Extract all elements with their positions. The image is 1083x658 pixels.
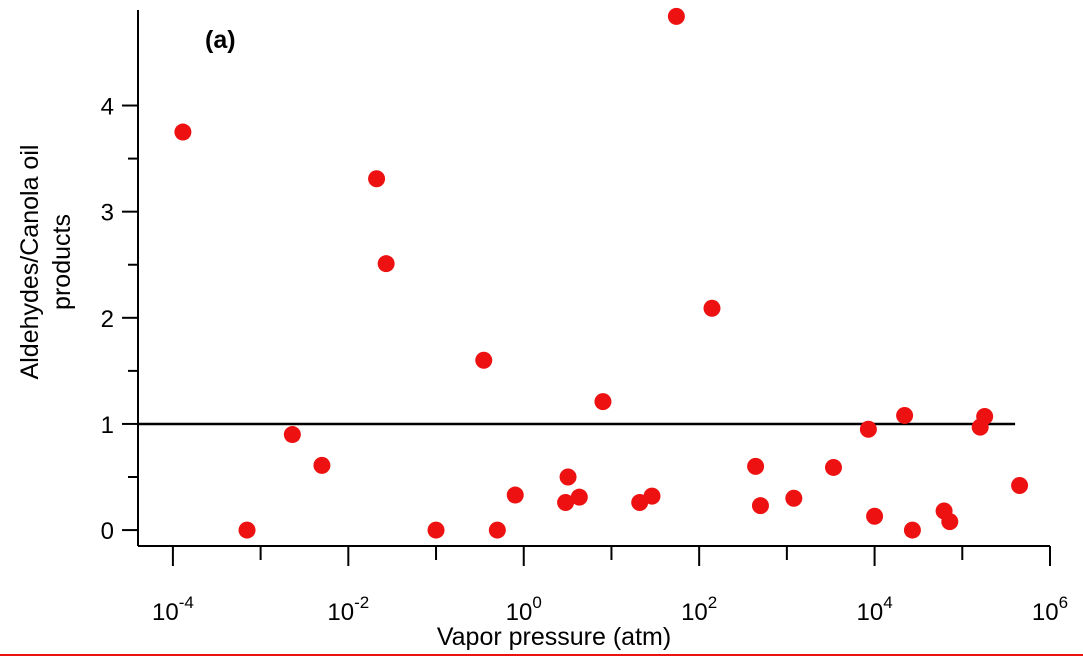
x-tick-label-base: 10 [152, 599, 179, 626]
y-tick-label: 1 [101, 412, 114, 439]
x-tick-label-exponent: 6 [1059, 593, 1068, 612]
y-axis-label-line-1: Aldehydes/Canola oil [16, 145, 44, 380]
y-tick-label: 4 [101, 94, 114, 121]
data-point [866, 507, 884, 525]
x-tick-label: 10-4 [152, 593, 194, 626]
data-point [976, 408, 994, 426]
data-point [643, 487, 661, 505]
data-point [238, 521, 256, 539]
x-tick-label-exponent: -4 [179, 593, 194, 612]
data-point [174, 123, 192, 141]
x-tick-label-base: 10 [506, 599, 533, 626]
data-point [559, 468, 577, 486]
data-point [368, 170, 386, 188]
x-tick-label-exponent: 0 [532, 593, 541, 612]
data-point [557, 493, 575, 511]
x-tick-label: 106 [1032, 593, 1068, 626]
y-axis-label: Aldehydes/Canola oil products [16, 145, 76, 380]
x-tick-label-base: 10 [856, 599, 883, 626]
x-tick-label: 102 [681, 593, 717, 626]
data-point [747, 457, 765, 475]
y-tick-label: 0 [101, 518, 114, 545]
x-tick-label-exponent: 4 [883, 593, 892, 612]
y-axis-ticks: 0 1 2 3 4 [101, 94, 138, 545]
data-point [427, 521, 445, 539]
x-tick-label-base: 10 [681, 599, 708, 626]
x-tick-label: 10-2 [327, 593, 369, 626]
data-point [785, 489, 803, 507]
y-tick-label: 2 [101, 306, 114, 333]
data-point [1011, 477, 1029, 495]
data-point [570, 488, 588, 506]
x-tick-label-exponent: 2 [708, 593, 717, 612]
x-axis-ticks: 10-4 10-2 100 102 104 106 [152, 546, 1068, 626]
data-point [703, 299, 721, 317]
data-point [667, 7, 685, 25]
data-point [594, 393, 612, 411]
x-tick-label: 104 [856, 593, 892, 626]
data-point [377, 255, 395, 273]
data-point [896, 406, 914, 424]
x-tick-label-base: 10 [327, 599, 354, 626]
data-point [488, 521, 506, 539]
data-point [859, 420, 877, 438]
data-point [313, 456, 331, 474]
data-point [941, 513, 959, 531]
data-point [903, 521, 921, 539]
x-tick-label-exponent: -2 [354, 593, 369, 612]
data-point [475, 351, 493, 369]
data-point [283, 426, 301, 444]
data-points [174, 7, 1029, 539]
y-tick-label: 3 [101, 200, 114, 227]
x-tick-label-base: 10 [1032, 599, 1059, 626]
data-point [824, 458, 842, 476]
panel-label: (a) [205, 26, 236, 54]
x-tick-label: 100 [506, 593, 542, 626]
x-axis-label: Vapor pressure (atm) [437, 623, 671, 651]
data-point [506, 486, 524, 504]
data-point [751, 497, 769, 515]
y-axis-label-line-2: products [48, 214, 76, 310]
